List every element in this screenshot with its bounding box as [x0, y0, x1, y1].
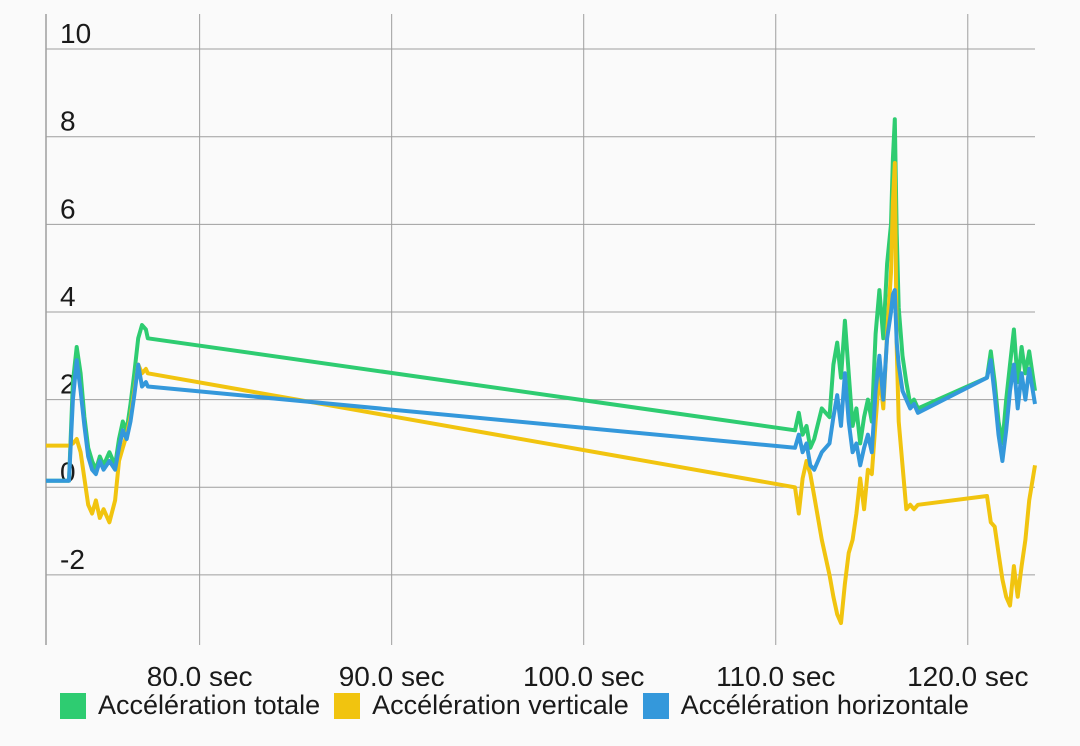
legend-item: Accélération totale: [60, 690, 320, 721]
x-tick-label: 120,0 sec: [907, 661, 1028, 686]
legend-swatch: [334, 692, 361, 719]
legend-item: Accélération verticale: [334, 690, 629, 721]
legend-label: Accélération totale: [98, 690, 321, 720]
series-line: [46, 288, 1037, 483]
y-tick-label: -2: [60, 544, 85, 575]
x-tick-label: 90,0 sec: [339, 661, 445, 686]
x-tick-label: 110,0 sec: [716, 661, 835, 686]
series-line: [46, 117, 1037, 483]
legend-label: Accélération horizontale: [680, 690, 969, 720]
chart-legend: Accélération totale Accélération vertical…: [60, 690, 983, 721]
y-tick-label: 8: [60, 106, 76, 137]
y-tick-label: 4: [60, 281, 76, 312]
series-line: [46, 161, 1037, 626]
y-tick-label: 6: [60, 193, 76, 224]
legend-label: Accélération verticale: [372, 690, 629, 720]
legend-item: Accélération horizontale: [642, 690, 969, 721]
y-tick-label: 10: [60, 18, 91, 49]
legend-swatch: [642, 692, 669, 719]
x-tick-label: 100,0 sec: [523, 661, 644, 686]
x-tick-label: 80,0 sec: [147, 661, 253, 686]
legend-swatch: [60, 692, 86, 719]
